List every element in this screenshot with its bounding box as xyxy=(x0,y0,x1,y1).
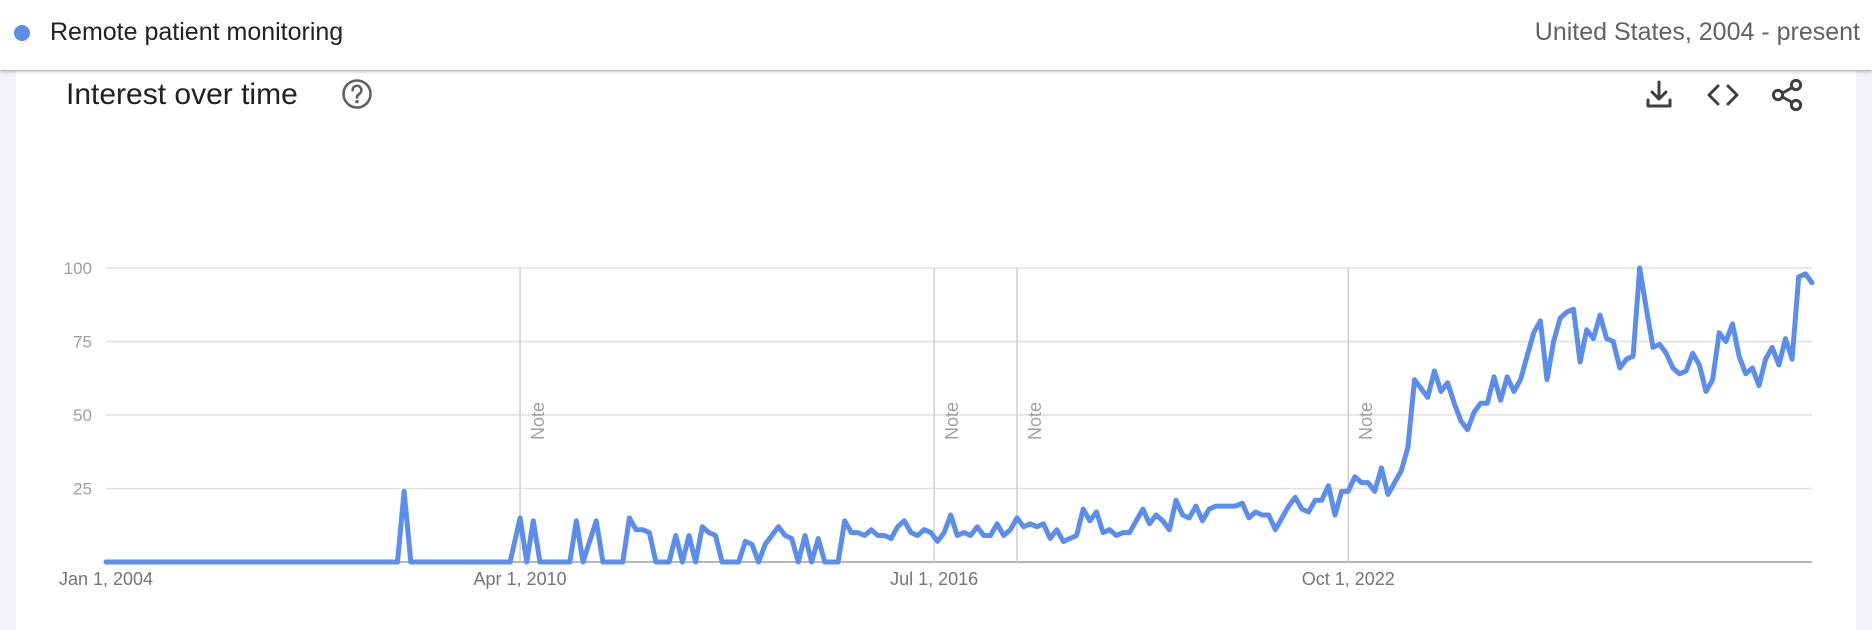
note-label[interactable]: Note xyxy=(1356,402,1376,440)
y-tick-label: 25 xyxy=(73,480,92,499)
note-label[interactable]: Note xyxy=(1025,402,1045,440)
embed-code-icon[interactable] xyxy=(1704,76,1742,114)
share-icon[interactable] xyxy=(1768,76,1806,114)
y-tick-label: 100 xyxy=(64,259,92,278)
x-tick-label: Apr 1, 2010 xyxy=(474,569,567,589)
note-label[interactable]: Note xyxy=(528,402,548,440)
help-circle-icon[interactable] xyxy=(340,77,374,111)
comparison-bar: Remote patient monitoring United States,… xyxy=(0,0,1872,70)
card-title: Interest over time xyxy=(66,78,298,111)
note-label[interactable]: Note xyxy=(942,402,962,440)
series-line[interactable] xyxy=(103,265,1815,565)
interest-chart: Note Note Note Note 25 50 75 100 Jan 1, 2004 Apr… xyxy=(59,259,1815,589)
series-label[interactable]: Remote patient monitoring xyxy=(50,18,344,46)
x-tick-label: Oct 1, 2022 xyxy=(1302,569,1395,589)
x-tick-label: Jul 1, 2016 xyxy=(890,569,978,589)
download-icon[interactable] xyxy=(1640,76,1678,114)
series-color-dot xyxy=(14,25,30,41)
x-tick-label: Jan 1, 2004 xyxy=(59,569,153,589)
y-tick-label: 50 xyxy=(73,406,92,425)
y-tick-label: 75 xyxy=(73,333,92,352)
region-range-label: United States, 2004 - present xyxy=(1534,18,1860,46)
